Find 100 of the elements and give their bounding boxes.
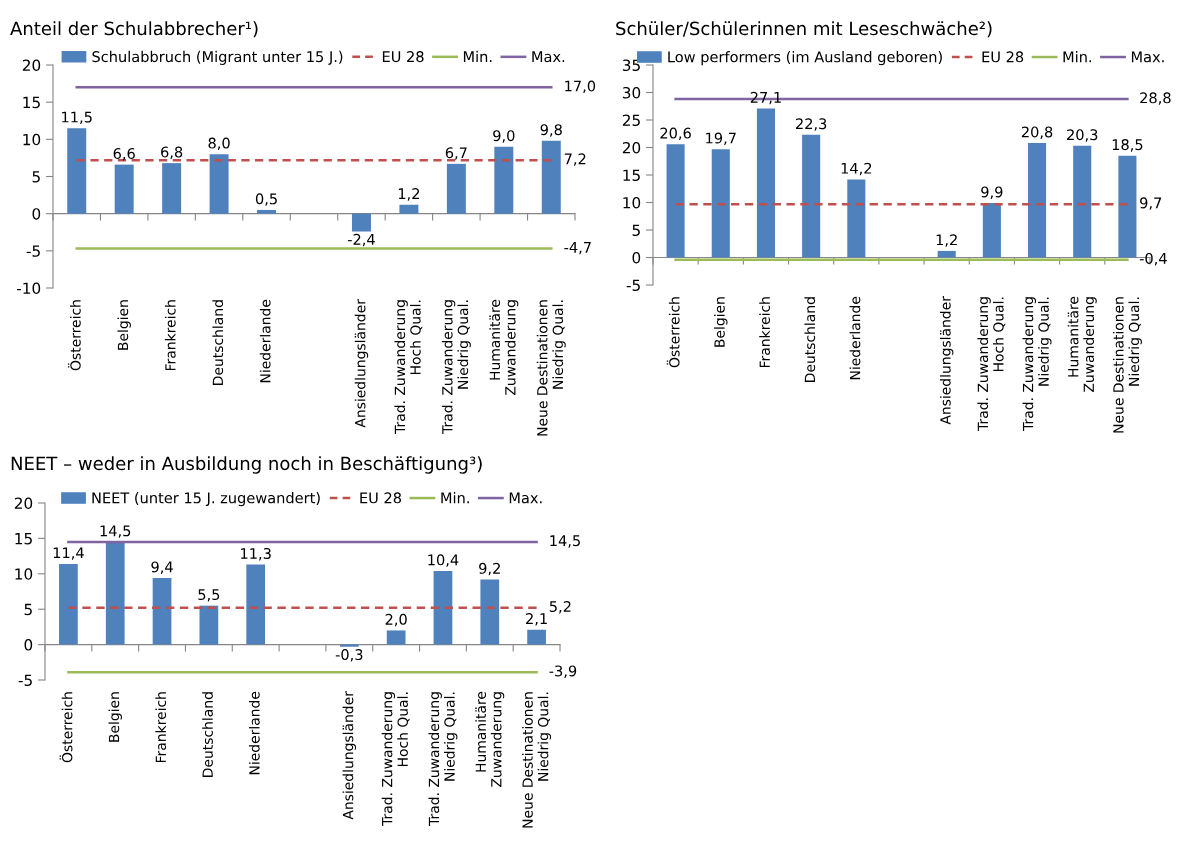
- y-tick-label: 5: [24, 603, 32, 616]
- bar: [152, 578, 172, 645]
- y-tick-label: -5: [18, 674, 32, 687]
- data-label: 18,5: [1112, 139, 1143, 152]
- data-label: 2,0: [385, 613, 407, 627]
- bar: [114, 164, 134, 214]
- bar: [527, 629, 546, 645]
- bar: [199, 605, 219, 645]
- x-tick-label: Neue Destinationen Niedrig Qual.: [522, 692, 552, 828]
- x-tick-label: Humanitäre Zuwanderung: [489, 299, 519, 395]
- chart-title: Schüler/Schülerinnen mit Leseschwäche²): [616, 21, 992, 38]
- x-tick-label: Trad. Zuwanderung Niedrig Qual.: [1022, 297, 1052, 431]
- x-tick-label: Neue Destinationen Niedrig Qual.: [1112, 297, 1142, 433]
- x-tick-label: Ansiedlungsländer: [939, 296, 954, 425]
- data-label: 28,8: [1140, 92, 1171, 105]
- data-label: 27,1: [750, 91, 781, 105]
- data-label: 2,1: [526, 613, 547, 626]
- data-label: 14,5: [550, 535, 580, 548]
- x-tick-label: Trad. Zuwanderung Niedrig Qual.: [428, 692, 458, 826]
- bar: [246, 564, 266, 645]
- y-tick-label: 30: [622, 86, 641, 99]
- x-tick-label: Niederlande: [248, 691, 260, 775]
- data-label: 14,2: [841, 162, 872, 176]
- legend-label: Max.: [509, 492, 542, 504]
- x-tick-label: Humanitäre Zuwanderung: [1067, 296, 1097, 392]
- y-tick-label: 15: [23, 96, 40, 109]
- data-label: 1,2: [936, 234, 957, 247]
- data-label: 17,0: [565, 80, 596, 94]
- legend-label: NEET (unter 15 J. zugewandert): [92, 492, 320, 507]
- bar: [351, 213, 371, 232]
- y-tick-label: 10: [23, 133, 41, 146]
- bar: [386, 630, 406, 645]
- data-label: 5,2: [549, 600, 571, 614]
- data-label: 20,6: [660, 127, 691, 141]
- x-tick-label: Deutschland: [212, 300, 224, 385]
- bar: [59, 563, 78, 645]
- y-tick-label: 35: [622, 59, 640, 72]
- data-label: 22,3: [795, 118, 827, 131]
- x-tick-label: Frankreich: [164, 300, 176, 371]
- bar: [937, 250, 956, 258]
- y-tick-label: -10: [16, 282, 41, 295]
- bar: [433, 570, 453, 645]
- legend-label: EU 28: [982, 51, 1024, 63]
- data-label: 1,2: [398, 188, 420, 201]
- data-label: -3,9: [549, 665, 577, 678]
- y-tick-label: 10: [15, 568, 33, 580]
- data-label: 7,2: [564, 153, 586, 166]
- legend-label: Max.: [532, 51, 565, 63]
- x-tick-label: Humanitäre Zuwanderung: [475, 691, 505, 787]
- legend-label: EU 28: [382, 51, 424, 63]
- data-label: 0,5: [255, 193, 277, 206]
- y-tick-label: 15: [623, 169, 640, 182]
- x-tick-label: Ansiedlungsländer: [354, 299, 369, 428]
- y-tick-label: 20: [14, 497, 33, 510]
- y-tick-label: 25: [622, 114, 640, 127]
- y-tick-label: 0: [24, 639, 33, 651]
- x-tick-label: Niederlande: [849, 296, 861, 380]
- x-tick-label: Neue Destinationen Niedrig Qual.: [536, 300, 566, 436]
- bar: [847, 179, 866, 258]
- data-label: 20,3: [1067, 129, 1098, 142]
- y-tick-label: 10: [623, 196, 641, 209]
- data-label: 9,9: [981, 186, 1003, 199]
- legend-label: Min.: [1063, 51, 1092, 63]
- y-tick-label: 15: [15, 533, 32, 545]
- x-tick-label: Belgien: [117, 300, 131, 350]
- y-tick-label: 5: [632, 224, 640, 237]
- chart-title: NEET – weder in Ausbildung noch in Beschäftigung³): [11, 456, 482, 474]
- data-label: 9,0: [493, 130, 515, 143]
- data-label: -0,4: [1139, 252, 1167, 266]
- bar: [666, 144, 685, 258]
- legend-label: EU 28: [360, 492, 402, 504]
- data-label: 6,8: [161, 146, 183, 159]
- data-label: 5,5: [198, 589, 220, 602]
- bar: [541, 140, 561, 214]
- data-label: 9,7: [1140, 197, 1162, 210]
- y-tick-label: 0: [632, 251, 641, 264]
- data-label: 10,4: [428, 554, 459, 567]
- y-tick-label: 20: [22, 59, 41, 72]
- x-tick-label: Österreich: [666, 297, 680, 368]
- legend-label: Low performers (im Ausland geboren): [668, 51, 942, 66]
- data-label: 11,4: [53, 547, 84, 560]
- x-tick-label: Ansiedlungsländer: [342, 691, 357, 820]
- bar: [1028, 143, 1047, 258]
- y-tick-label: 0: [32, 208, 41, 220]
- y-tick-label: 5: [32, 171, 40, 183]
- data-label: 9,2: [479, 562, 500, 576]
- legend-label: Min.: [463, 50, 492, 62]
- bar: [67, 128, 87, 214]
- data-label: 20,8: [1021, 126, 1053, 139]
- bar: [1118, 155, 1137, 258]
- x-tick-label: Trad. Zuwanderung Hoch Qual.: [394, 300, 423, 434]
- data-label: 8,0: [208, 137, 230, 151]
- bar: [209, 154, 229, 214]
- x-tick-label: Trad. Zuwanderung Niedrig Qual.: [441, 300, 471, 434]
- data-label: 11,5: [62, 111, 92, 125]
- bar: [339, 644, 359, 647]
- data-label: -4,7: [564, 242, 591, 255]
- y-tick-label: -5: [626, 279, 640, 292]
- legend-label: Max.: [1131, 51, 1164, 63]
- bar: [1073, 145, 1092, 258]
